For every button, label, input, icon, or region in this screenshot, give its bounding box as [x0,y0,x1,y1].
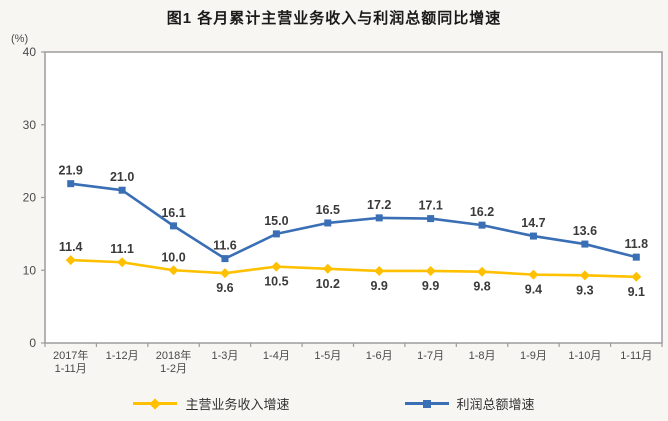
data-label: 15.0 [264,214,288,228]
x-tick-label: 1-7月 [417,350,444,362]
square-marker-icon [375,214,383,222]
diamond-marker-icon [579,270,590,281]
diamond-marker-icon [322,263,333,274]
data-label: 21.9 [59,164,83,178]
y-tick-label: 40 [23,45,37,59]
square-marker-icon [478,221,486,229]
data-label: 10.2 [316,277,340,291]
data-label: 14.7 [521,216,545,230]
data-label: 9.3 [576,283,593,297]
x-tick-label: 1-10月 [568,350,601,362]
data-label: 9.4 [525,283,542,297]
data-label: 11.6 [213,239,237,253]
data-label: 9.1 [628,285,645,299]
diamond-marker-icon [477,266,488,277]
square-marker-icon [581,240,589,248]
square-marker-icon [324,219,332,227]
x-tick-label: 2018年 1-2月 [156,348,191,375]
x-tick-label: 1-9月 [520,350,547,362]
legend-item-profit: 利润总额增速 [404,394,535,413]
x-tick-label: 1-12月 [106,350,139,362]
square-marker-icon [427,215,435,223]
data-label: 17.2 [367,198,391,212]
data-label: 9.6 [216,281,233,295]
diamond-marker-icon [117,257,128,268]
x-tick-label: 1-3月 [212,350,239,362]
data-label: 9.9 [422,279,439,293]
data-label: 10.5 [264,275,288,289]
profit-line-swatch [404,399,449,408]
square-marker-icon [529,232,537,240]
legend-label-revenue: 主营业务收入增速 [185,397,290,412]
profit-line [70,182,637,260]
diamond-marker-icon [168,265,179,276]
data-label: 16.5 [316,203,340,217]
diamond-marker-icon [425,265,436,276]
square-marker-icon [170,222,178,230]
revenue-line [70,258,637,279]
x-tick-label: 1-8月 [469,350,496,362]
data-label: 11.4 [59,240,83,254]
legend-item-revenue: 主营业务收入增速 [133,394,290,413]
data-label: 11.8 [624,237,648,251]
data-label: 17.1 [418,199,442,213]
x-tick-label: 1-4月 [263,350,290,362]
x-tick-label: 2017年 1-11月 [53,348,88,375]
x-tick-label: 1-6月 [366,350,393,362]
plot-frame [44,51,663,344]
square-marker-icon [272,230,280,238]
diamond-marker-icon [631,271,642,282]
diamond-marker-icon [149,397,162,410]
diamond-marker-icon [219,268,230,279]
data-label: 9.8 [473,280,490,294]
chart-title: 图1 各月累计主营业务收入与利润总额同比增速 [166,10,502,27]
legend-label-profit: 利润总额增速 [456,397,535,412]
y-axis-unit-label: (%) [11,33,29,45]
data-label: 9.9 [371,279,388,293]
square-marker-icon [67,180,75,188]
y-tick-label: 20 [23,191,37,205]
data-label: 10.0 [161,250,185,264]
legend: 主营业务收入增速 利润总额增速 [0,394,668,413]
diamond-marker-icon [528,269,539,280]
square-marker-icon [632,253,640,261]
y-tick-label: 0 [29,336,36,350]
diamond-marker-icon [65,255,76,266]
x-tick-label: 1-11月 [620,350,652,362]
y-tick-label: 10 [23,263,37,277]
square-marker-icon [118,186,126,194]
y-tick-label: 30 [23,118,37,132]
revenue-line-swatch [133,397,178,410]
diamond-marker-icon [271,261,282,272]
data-label: 13.6 [573,224,597,238]
square-marker-icon [221,255,229,263]
x-tick-label: 1-5月 [314,350,341,362]
square-marker-icon [422,399,431,408]
data-label: 11.1 [110,242,134,256]
data-label: 16.2 [470,205,494,219]
data-label: 16.1 [161,206,185,220]
data-label: 21.0 [110,170,134,184]
diamond-marker-icon [374,265,385,276]
